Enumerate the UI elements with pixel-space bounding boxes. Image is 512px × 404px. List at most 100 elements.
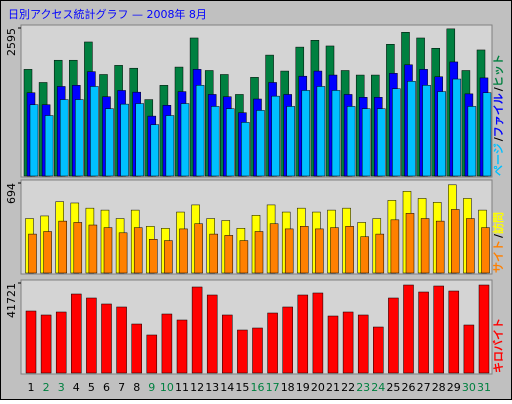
x-tick-label: 1 bbox=[28, 381, 35, 394]
bar bbox=[88, 224, 98, 274]
x-tick-label: 29 bbox=[447, 381, 461, 394]
bar bbox=[210, 106, 220, 177]
bar bbox=[478, 284, 490, 374]
bar bbox=[105, 108, 114, 177]
bar bbox=[120, 103, 129, 177]
x-tick-label: 6 bbox=[103, 381, 110, 394]
y-tick-label: 694 bbox=[5, 183, 18, 204]
bar bbox=[437, 91, 446, 177]
bar bbox=[422, 85, 431, 177]
bar bbox=[361, 108, 371, 177]
bar bbox=[71, 293, 82, 374]
bar bbox=[101, 303, 112, 374]
bar bbox=[254, 231, 264, 274]
bar bbox=[55, 311, 67, 374]
x-tick-label: 19 bbox=[296, 381, 310, 394]
bar bbox=[392, 88, 401, 177]
x-tick-label: 27 bbox=[417, 381, 431, 394]
bar bbox=[135, 103, 144, 177]
bar bbox=[164, 240, 173, 274]
bar bbox=[195, 85, 205, 177]
x-tick-label: 11 bbox=[175, 381, 189, 394]
x-tick-label: 22 bbox=[341, 381, 355, 394]
x-tick-label: 9 bbox=[148, 381, 155, 394]
bar bbox=[463, 324, 475, 374]
bar bbox=[209, 233, 218, 274]
bar bbox=[286, 106, 295, 177]
bar bbox=[433, 285, 444, 374]
x-tick-label: 21 bbox=[326, 381, 340, 394]
bar bbox=[418, 291, 429, 374]
chart-title: 日別アクセス統計グラフ — 2008年 8月 bbox=[8, 7, 207, 21]
bar bbox=[256, 110, 265, 177]
x-tick-label: 16 bbox=[251, 381, 265, 394]
bar bbox=[284, 228, 294, 274]
x-tick-label: 8 bbox=[133, 381, 140, 394]
bar bbox=[73, 222, 83, 274]
x-tick-label: 15 bbox=[235, 381, 249, 394]
x-tick-label: 30 bbox=[462, 381, 476, 394]
bar bbox=[150, 124, 160, 177]
bar bbox=[161, 313, 173, 374]
bar bbox=[435, 220, 445, 274]
x-tick-label: 7 bbox=[118, 381, 125, 394]
bar bbox=[75, 99, 84, 177]
bar bbox=[25, 310, 37, 374]
x-tick-label: 3 bbox=[58, 381, 65, 394]
x-tick-label: 10 bbox=[160, 381, 174, 394]
x-tick-label: 12 bbox=[190, 381, 204, 394]
bar bbox=[206, 294, 218, 374]
bar bbox=[357, 314, 369, 374]
bar bbox=[315, 228, 324, 274]
bar bbox=[388, 297, 399, 374]
bar bbox=[452, 78, 462, 177]
bar bbox=[282, 306, 293, 374]
bar bbox=[360, 236, 369, 274]
bar bbox=[224, 235, 234, 274]
bar bbox=[180, 103, 190, 177]
bar bbox=[222, 314, 233, 374]
legend-separator: / bbox=[492, 136, 505, 141]
bar bbox=[237, 329, 248, 374]
bar bbox=[345, 226, 354, 274]
bar bbox=[346, 106, 356, 177]
legend-entry: キロバイト bbox=[492, 318, 505, 373]
legend: ページ/ファイル/ヒット bbox=[492, 54, 505, 176]
bar bbox=[300, 226, 309, 274]
y-tick-label: 2595 bbox=[5, 28, 18, 56]
bar bbox=[481, 227, 490, 274]
legend-separator: / bbox=[492, 86, 505, 91]
bar bbox=[90, 86, 99, 177]
x-tick-label: 5 bbox=[88, 381, 95, 394]
bar bbox=[194, 223, 203, 274]
bar bbox=[269, 223, 279, 274]
bar bbox=[267, 312, 278, 374]
bar bbox=[252, 327, 263, 374]
x-tick-label: 17 bbox=[266, 381, 280, 394]
bar bbox=[467, 106, 477, 177]
legend-entry: ファイル bbox=[492, 93, 505, 137]
legend: サイト /訪問 bbox=[491, 212, 505, 273]
bar bbox=[226, 108, 235, 177]
legend-entry: ページ bbox=[492, 143, 505, 176]
bar bbox=[407, 81, 416, 177]
bar bbox=[375, 233, 385, 274]
bar bbox=[29, 104, 39, 177]
x-tick-label: 25 bbox=[386, 381, 400, 394]
legend-entry: 訪問 bbox=[491, 212, 505, 234]
x-tick-label: 13 bbox=[205, 381, 219, 394]
bar bbox=[466, 218, 475, 274]
y-tick-label: 41721 bbox=[5, 283, 18, 318]
x-tick-label: 18 bbox=[281, 381, 295, 394]
bar bbox=[131, 323, 142, 374]
x-tick-label: 4 bbox=[73, 381, 80, 394]
x-tick-label: 31 bbox=[477, 381, 491, 394]
bar bbox=[390, 219, 400, 274]
bar bbox=[241, 122, 250, 177]
bar bbox=[86, 297, 97, 374]
legend: キロバイト bbox=[492, 318, 505, 373]
bar bbox=[149, 239, 158, 274]
bar bbox=[330, 227, 339, 274]
bar bbox=[28, 233, 37, 274]
bar bbox=[58, 220, 67, 274]
